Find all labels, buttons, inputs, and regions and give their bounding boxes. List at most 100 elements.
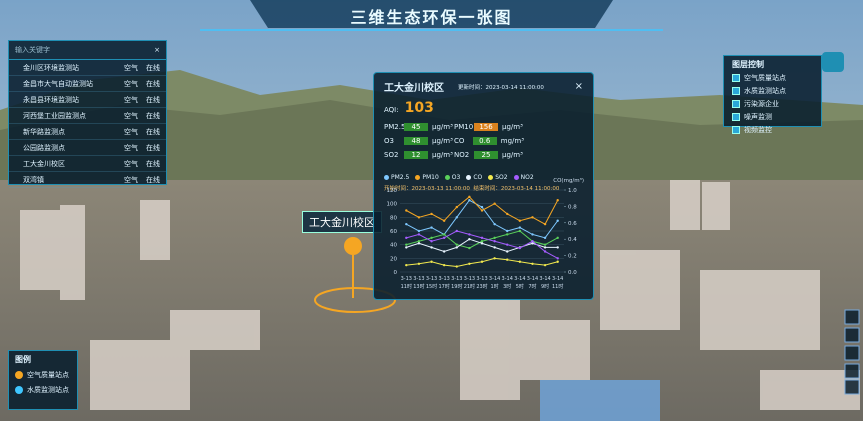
map-label[interactable]: 工大金川校区 bbox=[302, 211, 382, 233]
legend-item[interactable]: SO2 bbox=[488, 174, 508, 181]
data-point bbox=[518, 219, 522, 222]
x-tick-date: 3-14 bbox=[539, 276, 550, 282]
y2-tick-label: 1.0 bbox=[568, 188, 577, 194]
station-cell: 在线 bbox=[146, 79, 160, 88]
data-point bbox=[417, 242, 421, 245]
station-row[interactable]: 双湾镇 空气 在线 bbox=[9, 172, 166, 188]
data-point bbox=[468, 195, 471, 199]
layer-item[interactable]: 视频监控 bbox=[732, 125, 813, 135]
pollutant-name: PM2.5 bbox=[384, 123, 406, 131]
data-point bbox=[430, 236, 433, 240]
data-point bbox=[442, 250, 446, 253]
data-point bbox=[468, 233, 471, 236]
legend-label: CO bbox=[473, 174, 483, 181]
data-point bbox=[543, 236, 547, 240]
y2-tick-label: 0.8 bbox=[568, 204, 577, 210]
x-tick-date: 3-13 bbox=[438, 276, 449, 282]
legend-item[interactable]: O3 bbox=[444, 174, 460, 181]
pollutant-name: NO2 bbox=[454, 151, 470, 159]
aqi-value: 103 bbox=[404, 100, 434, 116]
checkbox[interactable] bbox=[732, 100, 740, 108]
layer-item[interactable]: 空气质量站点 bbox=[732, 73, 813, 83]
checkbox[interactable] bbox=[732, 87, 740, 95]
checkbox[interactable] bbox=[732, 113, 740, 121]
x-tick-date: 3-13 bbox=[476, 276, 487, 282]
station-row[interactable]: 金昌市大气自动监测站 空气 在线 bbox=[9, 76, 166, 92]
layer-item[interactable]: 噪声监测 bbox=[732, 112, 813, 122]
station-row[interactable]: 金川区环境监测站 空气 在线 bbox=[9, 60, 166, 76]
data-point bbox=[480, 240, 484, 243]
checkbox[interactable] bbox=[732, 74, 740, 82]
data-point bbox=[405, 243, 408, 246]
y2-axis-label: CO(mg/m³) bbox=[553, 177, 584, 184]
legend-dot bbox=[513, 175, 519, 180]
station-row[interactable]: 公园路监测点 空气 在线 bbox=[9, 140, 166, 156]
layer-item[interactable]: 污染源企业 bbox=[732, 99, 813, 109]
data-point bbox=[480, 209, 484, 212]
legend-item[interactable]: CO bbox=[466, 174, 482, 181]
layer-item[interactable]: 水质监测站点 bbox=[732, 86, 813, 96]
data-point bbox=[518, 260, 522, 263]
data-point bbox=[543, 222, 547, 226]
pollutant-unit: μg/m³ bbox=[432, 137, 453, 145]
station-row[interactable]: 工大金川校区 空气 在线 bbox=[9, 156, 166, 172]
data-point bbox=[518, 229, 522, 233]
x-tick-date: 3-14 bbox=[489, 276, 500, 282]
legend-item[interactable]: PM10 bbox=[415, 174, 439, 181]
legend-row: 空气质量站点 bbox=[15, 370, 71, 380]
station-row[interactable]: 河西堡工业园监测点 空气 在线 bbox=[9, 108, 166, 124]
chart-legend: PM2.5 PM10 O3 CO SO2 NO2 bbox=[384, 165, 583, 184]
legend-title: 图例 bbox=[15, 355, 31, 364]
x-tick-label: 17时 bbox=[438, 283, 449, 290]
data-point bbox=[506, 243, 509, 246]
pollutant-name: PM10 bbox=[454, 123, 474, 131]
station-cell: 在线 bbox=[146, 159, 160, 168]
data-point bbox=[506, 258, 509, 261]
aqi-label: AQI: bbox=[384, 106, 399, 114]
y-tick-label: 120 bbox=[387, 188, 398, 194]
trend-chart: CO(mg/m³) 0 20 40 60 80 100 120 0.0 0.2 0.4 0.6 0.8 1… bbox=[387, 177, 585, 290]
checkbox[interactable] bbox=[732, 126, 740, 134]
search-placeholder: 输入关键字 bbox=[15, 46, 50, 54]
pollutant-name: CO bbox=[454, 137, 465, 145]
data-point bbox=[405, 209, 408, 212]
legend-dot bbox=[466, 175, 472, 180]
close-button[interactable]: × bbox=[574, 81, 583, 92]
y2-tick-label: 0.2 bbox=[568, 254, 577, 260]
station-cell: 在线 bbox=[146, 127, 160, 136]
station-list: 金川区环境监测站 空气 在线 金昌市大气自动监测站 空气 在线 永昌县环境监测站 空气 在线 河西… bbox=[9, 60, 166, 188]
data-point bbox=[493, 202, 496, 205]
data-point bbox=[518, 246, 522, 250]
station-row[interactable]: 永昌县环境监测站 空气 在线 bbox=[9, 92, 166, 108]
x-tick-label: 19时 bbox=[451, 283, 462, 290]
data-point bbox=[493, 246, 496, 249]
layer-toggle[interactable] bbox=[822, 52, 844, 72]
x-tick-label: 11时 bbox=[552, 283, 563, 290]
y-tick-label: 60 bbox=[390, 229, 397, 235]
pollutant-value: 156 bbox=[474, 123, 498, 131]
station-cell: 空气 bbox=[124, 175, 138, 184]
data-point bbox=[430, 240, 433, 243]
data-point bbox=[543, 243, 547, 246]
clear-icon[interactable]: × bbox=[154, 46, 160, 54]
x-tick-label: 1时 bbox=[491, 283, 499, 290]
search-box[interactable]: 输入关键字 × bbox=[9, 41, 166, 60]
data-point bbox=[493, 257, 496, 260]
legend-row: 水质监测站点 bbox=[15, 385, 71, 395]
pollutant-unit: μg/m³ bbox=[432, 151, 453, 159]
station-row[interactable]: 新华路监测点 空气 在线 bbox=[9, 124, 166, 140]
data-point bbox=[468, 246, 471, 250]
legend-item[interactable]: PM2.5 bbox=[384, 174, 409, 181]
x-tick-label: 13时 bbox=[413, 283, 424, 290]
x-tick-date: 3-13 bbox=[464, 276, 475, 282]
data-point bbox=[455, 205, 458, 209]
station-cell: 永昌县环境监测站 bbox=[23, 95, 79, 104]
pollutant-value: 0.6 bbox=[472, 137, 497, 145]
data-point bbox=[531, 233, 534, 236]
y2-tick-label: 0.6 bbox=[568, 221, 577, 227]
pollutant-value: 48 bbox=[404, 137, 428, 145]
station-cell: 在线 bbox=[146, 111, 160, 120]
legend-item[interactable]: NO2 bbox=[513, 174, 534, 181]
end-time: 结束时间：2023-03-14 11:00:00 bbox=[473, 186, 560, 192]
